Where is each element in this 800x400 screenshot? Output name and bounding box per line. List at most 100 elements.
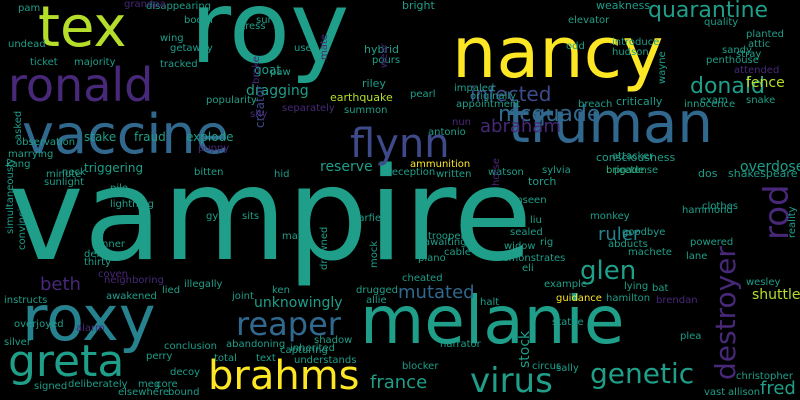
word-sandy: sandy (722, 45, 752, 56)
word-perry: perry (146, 351, 173, 362)
word-core: core (156, 379, 178, 390)
word-reaper: reaper (236, 305, 341, 343)
word-triggering: triggering (84, 161, 144, 175)
word-signed: signed (34, 381, 68, 392)
word-clothes: clothes (702, 201, 739, 212)
word-sunlight: sunlight (44, 177, 85, 188)
word-fence: fence (746, 75, 785, 91)
word-text: text (256, 353, 276, 364)
word-coven: coven (98, 269, 129, 280)
word-decoy: decoy (170, 367, 201, 378)
word-sylvia: sylvia (542, 165, 571, 176)
word-roy: roy (190, 0, 350, 86)
word-instructs: instructs (4, 295, 48, 306)
word-unknowingly: unknowingly (254, 295, 343, 311)
word-puppy: puppy (198, 143, 230, 154)
word-abducts: abducts (608, 239, 648, 250)
word-separately: separately (282, 103, 335, 114)
word-silver: silver (4, 337, 31, 348)
word-simultaneously: simultaneously (5, 158, 16, 234)
word-torch: torch (528, 175, 557, 188)
word-sure: sure (256, 15, 278, 26)
word-conclusion: conclusion (164, 341, 218, 352)
word-attic: attic (748, 39, 771, 50)
word-bitten: bitten (194, 167, 224, 178)
word-goodbye: goodbye (622, 227, 666, 238)
word-thirty: thirty (84, 257, 111, 268)
word-flynn: flynn (350, 121, 450, 167)
word-bat: bat (652, 283, 669, 294)
word-consciousness: consciousness (596, 151, 676, 164)
word-summon: summon (344, 105, 388, 116)
word-understands: understands (294, 355, 357, 366)
word-mock: mock (369, 240, 380, 268)
word-convincing: convincing (17, 196, 28, 250)
word-antonio: antonio (428, 127, 466, 138)
word-stake: stake (84, 130, 117, 144)
word-hybrid: hybrid (364, 43, 400, 56)
word-mac: mac (282, 231, 304, 242)
word-drugged: drugged (356, 285, 398, 296)
word-innocence: innocence (684, 99, 736, 110)
word-brahms: brahms (208, 353, 360, 399)
word-broke: broke (251, 56, 262, 84)
word-mutated: mutated (398, 282, 475, 303)
word-introduce: introduce (612, 37, 660, 48)
word-hid: hid (274, 169, 290, 180)
word-neighboring: neighboring (104, 275, 164, 286)
word-infected: infected (470, 82, 552, 106)
word-greta: greta (8, 336, 125, 387)
word-hammond: hammond (682, 205, 733, 216)
word-sits: sits (242, 211, 260, 222)
word-dos: dos (698, 167, 718, 180)
word-dragging: dragging (246, 83, 309, 99)
word-quality: quality (704, 17, 739, 28)
word-beth: beth (40, 274, 81, 295)
word-abandoning: abandoning (226, 339, 286, 350)
word-unseen: unseen (510, 195, 547, 206)
word-reception: reception (388, 167, 436, 178)
word-narrator: narrator (440, 339, 481, 350)
word-planted: planted (746, 29, 785, 40)
word-explode: explode (186, 130, 234, 144)
word-wear: wear (379, 43, 390, 68)
word-overdose: overdose (740, 159, 800, 175)
word-undead: undead (8, 39, 46, 50)
word-watson: watson (488, 167, 524, 178)
word-kang: kang (6, 159, 31, 170)
word-guidance: guidance (556, 293, 602, 304)
word-goat: goat (254, 63, 282, 77)
word-awaiting: awaiting (424, 237, 467, 248)
word-marrying: marrying (8, 149, 54, 160)
word-widow: widow (504, 241, 536, 252)
word-getaway: getaway (170, 43, 213, 54)
word-shuttle: shuttle (752, 287, 800, 303)
word-reserve: reserve (320, 159, 373, 175)
word-penthouse: penthouse (706, 55, 759, 66)
word-popularity: popularity (206, 95, 257, 106)
word-donald: donald (690, 74, 765, 99)
word-exam: exam (700, 95, 728, 106)
word-minute: minute (46, 169, 82, 180)
word-overjoyed: overjoyed (14, 319, 64, 330)
word-eli: eli (522, 263, 534, 274)
word-allie: allie (366, 295, 387, 306)
word-glen: glen (580, 256, 637, 286)
word-impaled: impaled (454, 83, 495, 94)
word-cable: cable (444, 247, 471, 258)
word-bright: bright (402, 0, 435, 12)
word-ronald: ronald (8, 58, 154, 112)
word-vampire: vampire (8, 141, 533, 290)
word-neck: neck (62, 167, 86, 178)
word-ammunition: ammunition (410, 159, 471, 170)
word-shakespeare: shakespeare (728, 167, 798, 180)
word-lightning: lightning (110, 199, 154, 210)
word-tanner: tanner (92, 239, 125, 250)
word-ruler: ruler (598, 224, 641, 245)
word-paw: paw (270, 67, 291, 78)
word-fred: fred (760, 378, 796, 399)
word-tex: tex (38, 0, 127, 60)
word-ticket: ticket (30, 57, 58, 68)
word-destroyer: destroyer (709, 246, 742, 380)
